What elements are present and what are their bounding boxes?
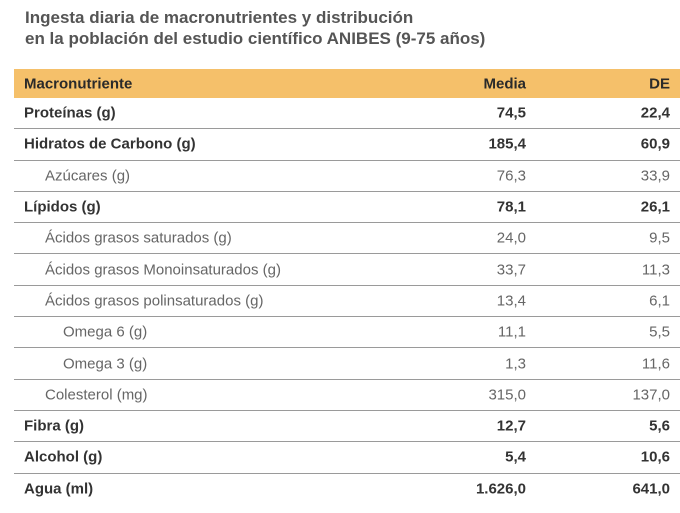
cell-media: 315,0 <box>488 386 526 404</box>
cell-de: 5,6 <box>649 417 670 435</box>
header-de: DE <box>649 75 670 92</box>
table-row: Lípidos (g) 78,1 26,1 <box>14 192 680 224</box>
cell-de: 11,6 <box>641 355 670 373</box>
macronutrient-table: Macronutriente Media DE Proteínas (g) 74,… <box>14 69 680 505</box>
cell-media: 5,4 <box>505 448 526 466</box>
cell-de: 6,1 <box>649 292 670 310</box>
table-title: Ingesta diaria de macronutrientes y dist… <box>25 7 485 49</box>
cell-de: 641,0 <box>632 480 670 498</box>
cell-de: 60,9 <box>640 135 670 153</box>
table-row: Proteínas (g) 74,5 22,4 <box>14 98 680 130</box>
table-row: Omega 3 (g) 1,3 11,6 <box>14 348 680 380</box>
cell-media: 12,7 <box>496 417 526 435</box>
table-header: Macronutriente Media DE <box>14 69 680 98</box>
table-row: Ácidos grasos polinsaturados (g) 13,4 6,1 <box>14 286 680 318</box>
table-row: Hidratos de Carbono (g) 185,4 60,9 <box>14 129 680 161</box>
cell-media: 24,0 <box>496 229 526 247</box>
cell-de: 137,0 <box>632 386 670 404</box>
cell-name: Fibra (g) <box>24 417 84 435</box>
table-row: Agua (ml) 1.626,0 641,0 <box>14 474 680 505</box>
cell-media: 1.626,0 <box>475 480 526 498</box>
cell-de: 33,9 <box>640 167 670 185</box>
cell-de: 11,3 <box>641 261 670 279</box>
table-row: Omega 6 (g) 11,1 5,5 <box>14 317 680 349</box>
table-row: Fibra (g) 12,7 5,6 <box>14 411 680 443</box>
cell-media: 76,3 <box>496 167 526 185</box>
table-row: Ácidos grasos saturados (g) 24,0 9,5 <box>14 223 680 255</box>
cell-name: Ácidos grasos polinsaturados (g) <box>45 292 264 310</box>
cell-name: Alcohol (g) <box>24 448 103 466</box>
cell-name: Ácidos grasos saturados (g) <box>45 229 232 247</box>
cell-media: 78,1 <box>496 198 526 216</box>
title-line-1: Ingesta diaria de macronutrientes y dist… <box>25 8 414 27</box>
title-line-2: en la población del estudio científico A… <box>25 29 486 48</box>
cell-name: Ácidos grasos Monoinsaturados (g) <box>45 261 281 279</box>
table-row: Azúcares (g) 76,3 33,9 <box>14 161 680 192</box>
cell-media: 33,7 <box>496 261 526 279</box>
cell-name: Agua (ml) <box>24 480 94 498</box>
cell-name: Proteínas (g) <box>24 104 116 122</box>
cell-de: 26,1 <box>640 198 670 216</box>
cell-name: Colesterol (mg) <box>45 386 148 404</box>
cell-name: Lípidos (g) <box>24 198 101 216</box>
cell-name: Omega 6 (g) <box>63 323 148 341</box>
cell-name: Azúcares (g) <box>45 167 131 185</box>
cell-de: 10,6 <box>640 448 670 466</box>
cell-de: 5,5 <box>649 323 670 341</box>
header-media: Media <box>483 75 526 92</box>
cell-media: 13,4 <box>496 292 526 310</box>
cell-name: Omega 3 (g) <box>63 355 148 373</box>
table-row: Ácidos grasos Monoinsaturados (g) 33,7 11,… <box>14 254 680 286</box>
table-row: Alcohol (g) 5,4 10,6 <box>14 442 680 474</box>
cell-media: 1,3 <box>505 355 526 373</box>
cell-de: 9,5 <box>649 229 670 247</box>
cell-media: 185,4 <box>488 135 526 153</box>
cell-name: Hidratos de Carbono (g) <box>24 135 196 153</box>
header-macronutriente: Macronutriente <box>24 75 133 92</box>
cell-media: 11,1 <box>497 323 526 341</box>
cell-de: 22,4 <box>640 104 670 122</box>
cell-media: 74,5 <box>496 104 526 122</box>
table-row: Colesterol (mg) 315,0 137,0 <box>14 380 680 411</box>
